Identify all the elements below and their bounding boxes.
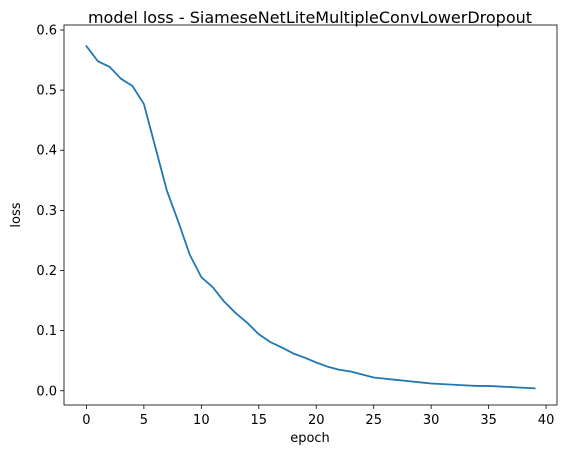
y-tick-label: 0.1 — [36, 324, 57, 339]
x-axis-label: epoch — [290, 431, 330, 446]
y-tick-label: 0.5 — [36, 84, 57, 99]
chart-title: model loss - SiameseNetLiteMultipleConvL… — [88, 8, 532, 27]
x-tick-label: 25 — [365, 413, 382, 428]
x-tick-label: 20 — [308, 413, 325, 428]
y-tick-label: 0.0 — [36, 384, 57, 399]
x-tick-label: 35 — [480, 413, 497, 428]
x-tick-label: 5 — [140, 413, 148, 428]
x-tick-label: 15 — [251, 413, 268, 428]
y-tick-label: 0.2 — [36, 264, 57, 279]
y-axis-label: loss — [9, 202, 24, 227]
x-tick-label: 10 — [193, 413, 210, 428]
y-tick-label: 0.4 — [36, 144, 57, 159]
loss-series-line — [85, 44, 536, 390]
x-tick-label: 40 — [538, 413, 555, 428]
x-tick-label: 30 — [423, 413, 440, 428]
y-tick-label: 0.6 — [36, 23, 57, 38]
y-tick-label: 0.3 — [36, 204, 57, 219]
plot-frame — [63, 24, 558, 406]
x-tick-label: 0 — [82, 413, 90, 428]
